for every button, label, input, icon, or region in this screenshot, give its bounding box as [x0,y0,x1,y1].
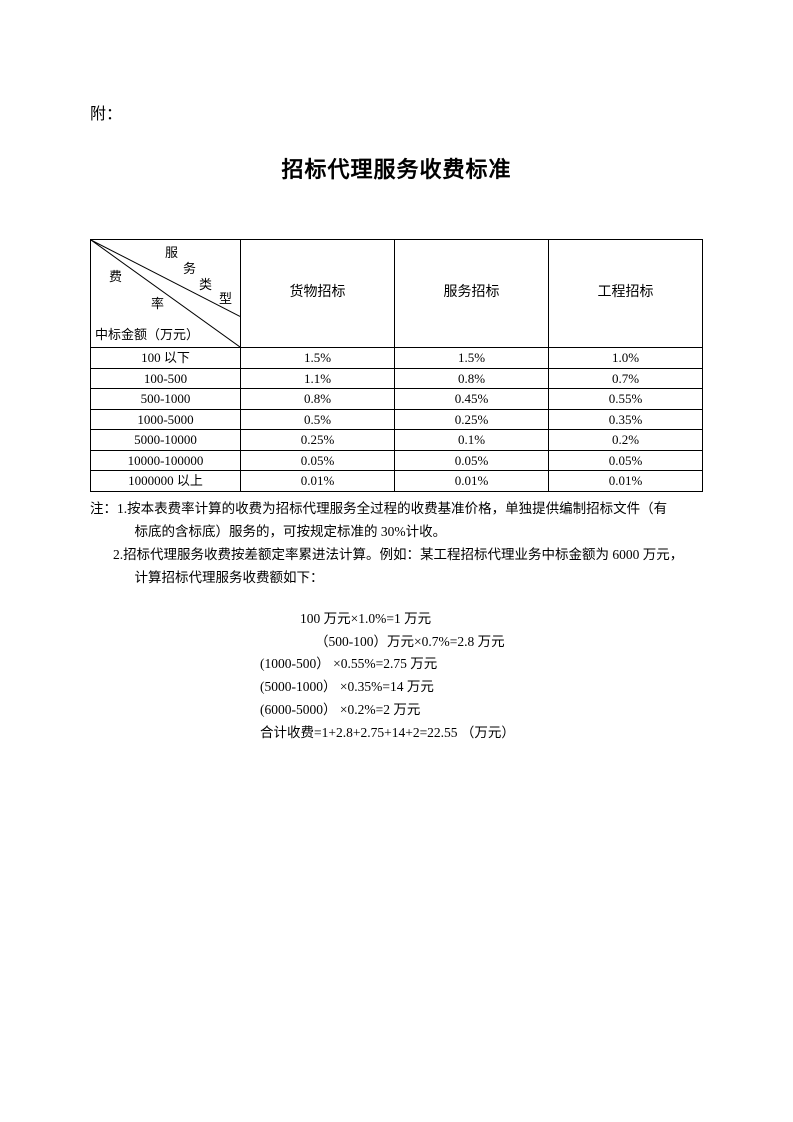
cell-service: 0.45% [395,389,549,410]
table-row: 100 以下 1.5% 1.5% 1.0% [91,348,703,369]
calc-line: 合计收费=1+2.8+2.75+14+2=22.55 （万元） [260,722,703,745]
cell-project: 0.05% [549,450,703,471]
col-service: 服务招标 [395,240,549,348]
header-service-type-2: 务 [183,260,196,278]
cell-project: 0.7% [549,368,703,389]
page: 附： 招标代理服务收费标准 服 务 类 [0,0,793,1122]
calc-line: （500-100）万元×0.7%=2.8 万元 [315,631,703,654]
cell-project: 0.01% [549,471,703,492]
table-row: 5000-10000 0.25% 0.1% 0.2% [91,430,703,451]
table-row: 1000000 以上 0.01% 0.01% 0.01% [91,471,703,492]
cell-range: 1000-5000 [91,409,241,430]
cell-goods: 0.8% [241,389,395,410]
note-1-line-1: 注：1.按本表费率计算的收费为招标代理服务全过程的收费基准价格，单独提供编制招标… [90,498,703,521]
cell-goods: 0.25% [241,430,395,451]
col-goods: 货物招标 [241,240,395,348]
cell-range: 100 以下 [91,348,241,369]
col-project: 工程招标 [549,240,703,348]
cell-project: 0.2% [549,430,703,451]
calculation-block: 100 万元×1.0%=1 万元 （500-100）万元×0.7%=2.8 万元… [260,608,703,746]
calc-line: (5000-1000） ×0.35%=14 万元 [260,676,703,699]
diagonal-header-cell: 服 务 类 型 费 率 中标金额（万元） [91,240,241,348]
notes-block: 注：1.按本表费率计算的收费为招标代理服务全过程的收费基准价格，单独提供编制招标… [90,498,703,590]
cell-range: 5000-10000 [91,430,241,451]
cell-service: 0.01% [395,471,549,492]
calc-line: (6000-5000） ×0.2%=2 万元 [260,699,703,722]
cell-range: 1000000 以上 [91,471,241,492]
header-fee-rate-1: 费 [109,268,122,286]
cell-project: 0.35% [549,409,703,430]
note-1-line-2: 标底的含标底）服务的，可按规定标准的 30%计收。 [90,521,703,544]
cell-range: 10000-100000 [91,450,241,471]
header-fee-rate-2: 率 [151,295,164,313]
calc-line: 100 万元×1.0%=1 万元 [300,608,703,631]
header-service-type-1: 服 [165,244,178,262]
table-row: 1000-5000 0.5% 0.25% 0.35% [91,409,703,430]
table-row: 500-1000 0.8% 0.45% 0.55% [91,389,703,410]
cell-range: 500-1000 [91,389,241,410]
table-row: 10000-100000 0.05% 0.05% 0.05% [91,450,703,471]
cell-service: 0.05% [395,450,549,471]
cell-goods: 1.5% [241,348,395,369]
header-service-type-3: 类 [199,276,212,294]
cell-goods: 0.01% [241,471,395,492]
cell-goods: 0.05% [241,450,395,471]
table-row: 100-500 1.1% 0.8% 0.7% [91,368,703,389]
cell-service: 0.1% [395,430,549,451]
cell-goods: 0.5% [241,409,395,430]
note-2-line-1: 2.招标代理服务收费按差额定率累进法计算。例如：某工程招标代理业务中标金额为 6… [90,544,703,567]
note-2-line-2: 计算招标代理服务收费额如下： [90,567,703,590]
cell-range: 100-500 [91,368,241,389]
page-title: 招标代理服务收费标准 [90,152,703,184]
cell-project: 0.55% [549,389,703,410]
table-header-row: 服 务 类 型 费 率 中标金额（万元） 货物招标 服务招标 工程招标 [91,240,703,348]
cell-project: 1.0% [549,348,703,369]
cell-service: 0.25% [395,409,549,430]
calc-line: (1000-500） ×0.55%=2.75 万元 [260,653,703,676]
cell-goods: 1.1% [241,368,395,389]
fee-table: 服 务 类 型 费 率 中标金额（万元） 货物招标 服务招标 工程招标 100 … [90,239,703,492]
attachment-label: 附： [90,100,703,124]
cell-service: 1.5% [395,348,549,369]
header-bid-amount: 中标金额（万元） [95,326,199,344]
header-service-type-4: 型 [219,290,232,308]
cell-service: 0.8% [395,368,549,389]
